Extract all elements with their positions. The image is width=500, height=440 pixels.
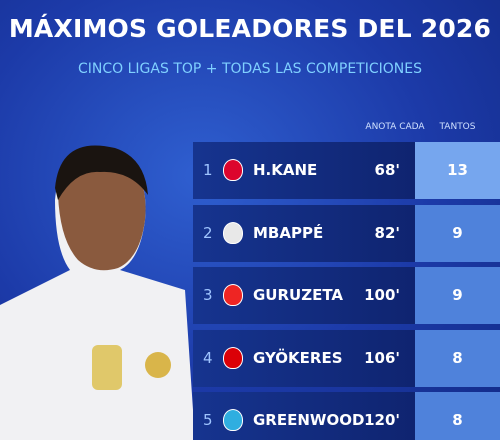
player-name: MBAPPÉ [253,223,324,242]
minutes-per-goal: 120' [364,411,400,429]
club-crest [223,159,243,181]
player-name: GREENWOOD [253,411,365,429]
table-row: 2 MBAPPÉ 82' 9 [193,204,500,262]
minutes-per-goal: 68' [374,161,400,179]
minutes-per-goal: 100' [364,286,400,304]
title: MÁXIMOS GOLEADORES DEL 2026 [8,14,492,43]
club-crest [223,346,243,369]
club-crest [223,221,243,244]
goals-background [415,142,500,199]
goals-background [415,267,500,324]
player-name: GURUZETA [253,286,344,304]
rank: 1 [203,161,213,179]
rank: 5 [203,411,213,429]
player-photo [0,145,195,440]
goals-background [415,392,500,440]
table-row: 3 GURUZETA 100' 9 [193,267,500,324]
minutes-per-goal: 106' [364,348,400,367]
player-name: GYÖKERES [253,348,343,367]
table-row: 5 GREENWOOD 120' 8 [193,392,500,440]
goals: 8 [452,348,463,367]
goals: 8 [452,411,463,429]
rank: 3 [203,286,213,304]
club-crest [223,409,243,431]
goals: 9 [452,223,463,242]
club-crest [223,284,243,306]
table-row: 1 H.KANE 68' 13 [193,142,500,199]
minutes-per-goal: 82' [374,223,400,242]
subtitle: CINCO LIGAS TOP + TODAS LAS COMPETICIONE… [78,61,422,77]
table-row: 4 GYÖKERES 106' 8 [193,329,500,387]
rank: 2 [203,223,213,242]
player-name: H.KANE [253,161,318,179]
goals-background [415,204,500,262]
goals: 9 [452,286,463,304]
column-header: ANOTA CADA [365,122,425,132]
goals-background [415,329,500,387]
goals: 13 [447,161,468,179]
column-header: TANTOS [439,122,476,132]
rank: 4 [203,348,213,367]
